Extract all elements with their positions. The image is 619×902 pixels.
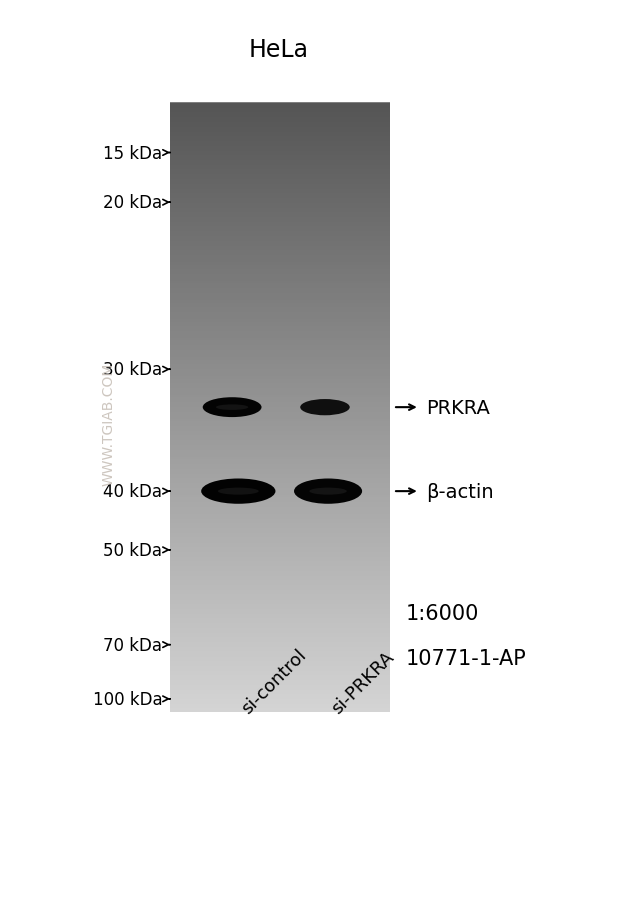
Text: 10771-1-AP: 10771-1-AP [405,649,526,668]
Ellipse shape [201,479,275,504]
Text: HeLa: HeLa [249,38,308,61]
Bar [170,104,390,713]
Ellipse shape [300,400,350,416]
Text: PRKRA: PRKRA [426,398,490,418]
Text: 50 kDa: 50 kDa [103,541,162,559]
Text: WWW.TGIAB.COM: WWW.TGIAB.COM [102,363,115,485]
Text: 1:6000: 1:6000 [405,603,479,623]
Text: 40 kDa: 40 kDa [103,483,162,501]
Ellipse shape [294,479,362,504]
Text: 20 kDa: 20 kDa [103,194,162,212]
Text: 30 kDa: 30 kDa [103,361,162,379]
Text: 70 kDa: 70 kDa [103,636,162,654]
Text: 100 kDa: 100 kDa [93,690,162,708]
Text: β-actin: β-actin [426,482,493,502]
Text: si-PRKRA: si-PRKRA [328,648,397,717]
Ellipse shape [216,405,248,410]
Ellipse shape [310,488,347,495]
Ellipse shape [218,488,259,495]
Ellipse shape [203,398,261,418]
Text: si-control: si-control [238,646,310,717]
Text: 15 kDa: 15 kDa [103,144,162,162]
